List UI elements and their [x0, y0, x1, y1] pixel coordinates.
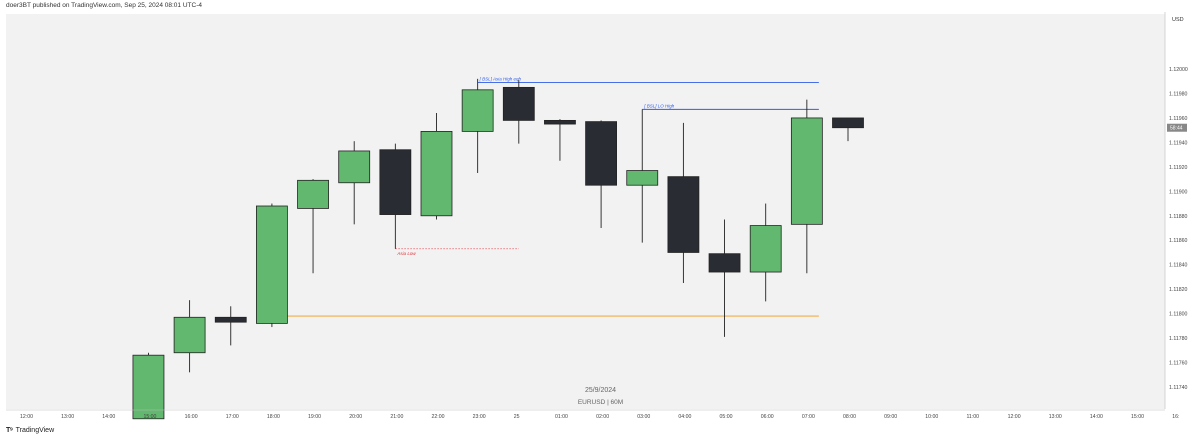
x-tick-label: 25 [514, 414, 520, 420]
y-tick-label: 1.12000 [1169, 67, 1188, 73]
x-tick-label: 15:00 [143, 414, 156, 420]
x-tick-label: 11:00 [966, 414, 979, 420]
x-tick-label: 13:00 [61, 414, 74, 420]
y-tick-label: 1.11920 [1169, 165, 1187, 171]
candle-body[interactable] [297, 179, 329, 209]
x-tick-label: 05:00 [720, 414, 733, 420]
candle-body[interactable] [667, 176, 700, 253]
candle-body[interactable] [626, 170, 659, 186]
candle-body[interactable] [214, 316, 247, 323]
currency-label: USD [1172, 17, 1184, 23]
x-tick-label: 08:00 [843, 414, 856, 420]
y-tick-label: 1.11740 [1169, 385, 1187, 391]
y-tick-label: 1.11760 [1169, 361, 1187, 367]
x-tick-label: 18:00 [267, 414, 280, 420]
current-price-label: 58:44 [1170, 126, 1183, 132]
candlestick-chart[interactable]: [ BSL] Asia High eqh [ BSL] LO High Asia L… [0, 12, 1200, 425]
tradingview-footer: T⁹ TradingView [6, 427, 54, 434]
x-tick-label: 02:00 [596, 414, 609, 420]
x-tick-label: 09:00 [884, 414, 897, 420]
x-tick-label: 07:00 [802, 414, 815, 420]
candle-body[interactable] [420, 130, 453, 217]
y-tick-label: 1.11800 [1169, 312, 1187, 318]
x-tick-label: 01:00 [555, 414, 568, 420]
level-label: [ BSL] LO High [643, 103, 675, 108]
y-tick-label: 1.11980 [1169, 91, 1187, 97]
candle-body[interactable] [461, 89, 494, 132]
current-price-badge [1167, 123, 1187, 132]
y-tick-label: 1.11820 [1169, 287, 1187, 293]
candle-body[interactable] [379, 149, 412, 215]
x-tick-label: 16:00 [185, 414, 198, 420]
candle-body[interactable] [832, 117, 864, 129]
chart-container[interactable]: [ BSL] Asia High eqh [ BSL] LO High Asia L… [0, 12, 1200, 425]
price-axis[interactable] [1165, 12, 1200, 425]
level-label: Asia Low [396, 251, 416, 256]
x-tick-label: 13:00 [1049, 414, 1062, 420]
publish-attribution: doer3BT published on TradingView.com, Se… [6, 2, 202, 9]
candle-body[interactable] [749, 225, 782, 273]
x-tick-label: 22:00 [432, 414, 445, 420]
tradingview-logo-icon: T⁹ [6, 427, 13, 434]
x-tick-label: 03:00 [637, 414, 650, 420]
x-tick-label: 14:00 [102, 414, 115, 420]
candle-body[interactable] [338, 150, 371, 184]
candle-body[interactable] [132, 354, 165, 420]
candle-body[interactable] [790, 117, 823, 225]
symbol-watermark: EURUSD | 60M [578, 399, 623, 406]
x-tick-label: 10:00 [925, 414, 938, 420]
y-tick-label: 1.11940 [1169, 140, 1187, 146]
x-tick-label: 20:00 [349, 414, 362, 420]
y-tick-label: 1.11780 [1169, 336, 1187, 342]
x-tick-label: 12:00 [20, 414, 33, 420]
y-tick-label: 1.11840 [1169, 263, 1187, 269]
tradingview-brand: TradingView [15, 427, 55, 434]
x-tick-label: 21:00 [390, 414, 403, 420]
x-tick-label: 04:00 [678, 414, 691, 420]
x-tick-label: 15:00 [1131, 414, 1144, 420]
y-tick-label: 1.11860 [1169, 238, 1187, 244]
y-tick-label: 1.11960 [1169, 116, 1187, 122]
candle-body[interactable] [255, 205, 288, 324]
y-tick-label: 1.11900 [1169, 189, 1187, 195]
x-tick-label: 19:00 [308, 414, 321, 420]
x-tick-label: 12:00 [1008, 414, 1021, 420]
x-tick-label: 17:00 [226, 414, 239, 420]
candle-body[interactable] [173, 316, 206, 354]
x-tick-label: 16: [1172, 414, 1179, 420]
candle-body[interactable] [502, 86, 535, 121]
x-tick-label: 14:00 [1090, 414, 1103, 420]
candle-body[interactable] [544, 119, 576, 125]
x-tick-label: 06:00 [761, 414, 774, 420]
date-watermark: 25/9/2024 [585, 387, 616, 394]
y-tick-label: 1.11880 [1169, 214, 1187, 220]
candle-body[interactable] [708, 253, 741, 273]
level-label: [ BSL] Asia High eqh [479, 76, 522, 81]
candle-body[interactable] [585, 121, 617, 186]
x-tick-label: 23:00 [473, 414, 486, 420]
